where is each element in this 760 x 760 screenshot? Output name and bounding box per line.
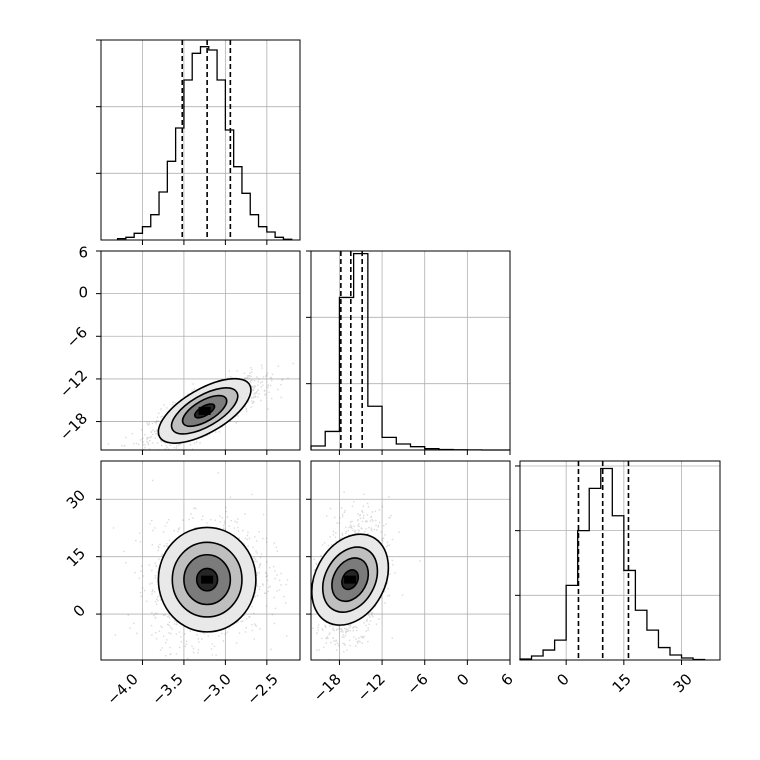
ytick-label: 6	[78, 244, 88, 262]
ytick-label: −6	[63, 323, 91, 351]
xtick-label: −12	[354, 670, 389, 705]
xtick-label: 30	[670, 670, 696, 696]
panel-p2-hist	[515, 460, 721, 665]
ytick-label: 0	[70, 601, 89, 620]
xtick-label: 15	[609, 670, 635, 696]
histogram-bars	[519, 467, 706, 661]
xtick-label: −2.5	[243, 670, 281, 708]
panel-frame	[100, 460, 301, 661]
density-peak	[201, 575, 214, 584]
panel-p0-p1	[96, 250, 301, 455]
panel-frame	[100, 39, 301, 241]
ytick-label: −12	[56, 366, 91, 401]
plot-area	[107, 362, 294, 450]
histogram-bars	[116, 46, 293, 240]
ytick-label: 30	[63, 486, 89, 512]
plot-area	[112, 472, 300, 660]
xtick-label: −18	[310, 670, 345, 705]
density-peak	[344, 575, 357, 584]
ytick-label: −18	[56, 409, 91, 444]
ytick-label: 15	[63, 544, 89, 570]
panel-frame	[100, 250, 301, 451]
panel-p0-p2	[96, 460, 301, 665]
density-peak	[198, 406, 211, 415]
xtick-label: −3.0	[196, 670, 234, 708]
panel-p1-p2	[306, 460, 511, 665]
panel-frame	[310, 460, 511, 661]
xtick-label: 0	[453, 670, 472, 689]
ytick-label: 0	[78, 284, 88, 302]
xtick-label: −6	[403, 670, 431, 698]
xtick-label: −3.5	[148, 670, 186, 708]
panel-p1-hist	[306, 250, 511, 455]
xtick-label: 6	[497, 670, 516, 689]
panel-frame	[310, 250, 511, 451]
panel-frame	[519, 460, 721, 661]
panel-p0-hist	[96, 39, 301, 245]
plot-area	[311, 491, 421, 660]
xtick-label: 0	[553, 670, 572, 689]
xtick-label: −4.0	[103, 670, 141, 708]
